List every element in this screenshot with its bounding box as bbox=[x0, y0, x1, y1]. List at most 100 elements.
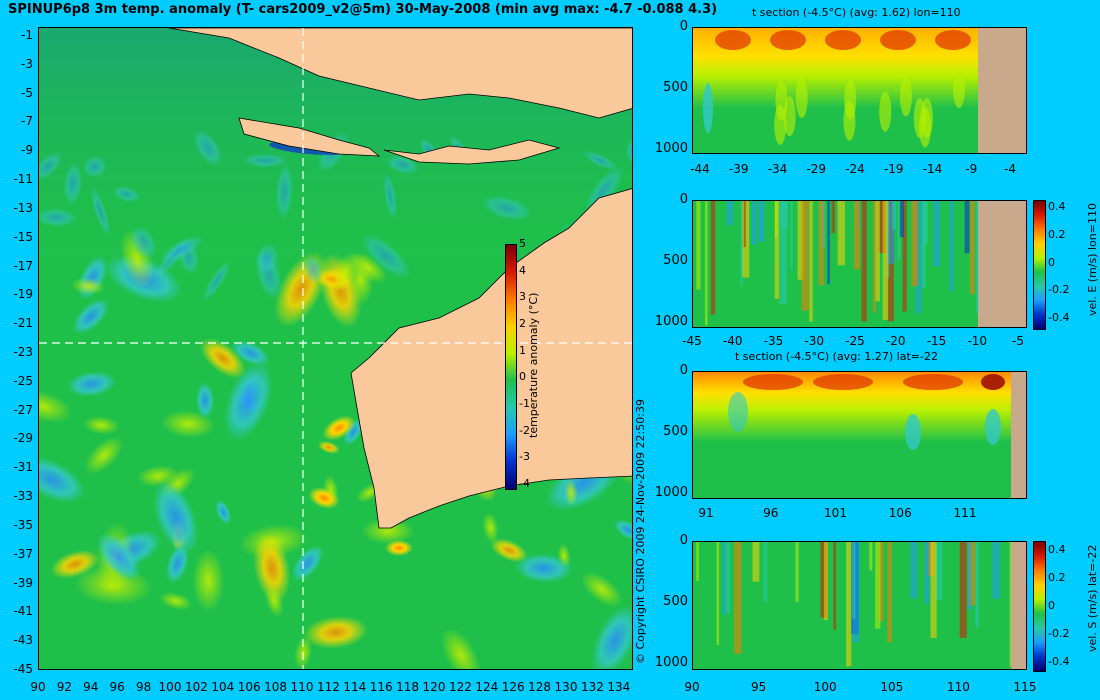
map-y-tick: -5 bbox=[21, 85, 33, 100]
vel-e-colorbar-tick: 0.4 bbox=[1048, 200, 1066, 213]
section-velocity-stripe bbox=[887, 542, 892, 643]
section-velocity-stripe bbox=[910, 542, 918, 599]
section-velocity-stripe bbox=[969, 201, 975, 295]
temp-lon-x-tick: -4 bbox=[1004, 162, 1016, 176]
field-eddy bbox=[112, 185, 141, 203]
land-java bbox=[238, 117, 381, 157]
vel-s-colorbar-label: vel. S (m/s) lat=-22 bbox=[1086, 544, 1099, 652]
field-eddy bbox=[317, 440, 340, 454]
field-eddy bbox=[920, 97, 933, 138]
vel-s-colorbar-tick: 0 bbox=[1048, 599, 1055, 612]
vel-s-x-tick: 95 bbox=[750, 680, 767, 694]
field-eddy bbox=[825, 30, 861, 50]
vel-s-colorbar bbox=[1033, 541, 1046, 672]
field-eddy bbox=[703, 83, 713, 133]
field-eddy bbox=[303, 616, 368, 649]
map-x-tick: 120 bbox=[422, 680, 446, 694]
field-eddy bbox=[343, 418, 363, 446]
temp-lat-x-tick: 101 bbox=[824, 506, 847, 520]
map-colorbar-tick: -4 bbox=[519, 477, 530, 490]
section-velocity-stripe bbox=[964, 201, 970, 254]
section-velocity-stripe bbox=[722, 542, 726, 615]
map-x-tick: 114 bbox=[343, 680, 367, 694]
field-eddy bbox=[255, 243, 279, 274]
field-eddy bbox=[905, 414, 921, 450]
map-y-tick: -1 bbox=[21, 28, 33, 42]
vel-e-x-tick: -40 bbox=[722, 334, 743, 348]
section-velocity-stripe bbox=[837, 201, 845, 266]
field-eddy bbox=[613, 519, 632, 541]
temp-lon-section-plot bbox=[692, 27, 1027, 154]
vel-e-colorbar-tick: 0.2 bbox=[1048, 227, 1066, 241]
section-velocity-stripe bbox=[853, 201, 860, 270]
vel-s-y-tick: 0 bbox=[679, 533, 688, 548]
vel-e-section-plot bbox=[692, 200, 1027, 328]
map-x-tick: 90 bbox=[30, 680, 46, 694]
map-y-tick: -15 bbox=[13, 229, 33, 244]
field-eddy bbox=[63, 162, 83, 206]
field-eddy bbox=[161, 410, 215, 438]
vel-s-section-svg bbox=[696, 542, 1026, 669]
field-eddy bbox=[383, 172, 398, 221]
vel-s-section-plot bbox=[692, 541, 1027, 670]
section-velocity-stripe bbox=[887, 201, 895, 264]
field-eddy bbox=[385, 540, 413, 556]
map-x-tick: 116 bbox=[369, 680, 393, 694]
section-velocity-stripe bbox=[891, 201, 896, 230]
map-y-tick: -3 bbox=[21, 56, 33, 71]
field-eddy bbox=[192, 549, 224, 613]
map-x-tick: 128 bbox=[528, 680, 552, 694]
map-colorbar-label: temperature anomaly (°C) bbox=[527, 292, 540, 438]
temp-lat-section-svg bbox=[693, 372, 1026, 498]
map-colorbar-tick: 4 bbox=[519, 263, 526, 277]
field-eddy bbox=[96, 532, 141, 582]
field-eddy bbox=[153, 480, 199, 554]
field-eddy bbox=[591, 605, 632, 669]
map-colorbar-tick: 5 bbox=[519, 237, 526, 250]
section-velocity-stripe bbox=[922, 201, 929, 245]
field-eddy bbox=[899, 76, 912, 117]
map-y-tick: -19 bbox=[13, 287, 33, 302]
field-eddy bbox=[159, 235, 204, 263]
field-eddy bbox=[481, 195, 533, 221]
section-velocity-stripe bbox=[704, 201, 708, 326]
field-eddy bbox=[215, 499, 232, 525]
map-colorbar-tick: 0 bbox=[519, 370, 526, 384]
map-x-tick: 108 bbox=[264, 680, 288, 694]
vel-s-colorbar-tick: 0.4 bbox=[1048, 543, 1066, 556]
vel-s-x-tick: 110 bbox=[946, 680, 970, 694]
field-eddy bbox=[783, 96, 796, 137]
field-eddy bbox=[71, 277, 106, 295]
section-velocity-stripe bbox=[949, 201, 954, 291]
copyright-text: © Copyright CSIRO 2009 24-Nov-2009 22:50… bbox=[634, 399, 647, 664]
section-velocity-stripe bbox=[763, 542, 768, 602]
map-x-tick: 126 bbox=[501, 680, 525, 694]
land-sumatra-borneo bbox=[168, 28, 632, 119]
field-eddy bbox=[159, 592, 192, 610]
section-velocity-stripe bbox=[924, 542, 930, 605]
map-x-tick: 104 bbox=[211, 680, 235, 694]
section-velocity-stripe bbox=[743, 201, 746, 248]
map-y-tick: -35 bbox=[13, 517, 33, 532]
vel-s-land bbox=[1011, 542, 1026, 669]
section-velocity-stripe bbox=[801, 201, 809, 311]
section-velocity-stripe bbox=[823, 542, 828, 621]
field-eddy bbox=[441, 628, 481, 669]
map-y-tick: -41 bbox=[13, 604, 33, 619]
field-eddy bbox=[265, 584, 284, 618]
temp-lon-x-tick: -24 bbox=[845, 162, 865, 176]
vel-e-x-tick: -35 bbox=[763, 334, 784, 348]
section-velocity-stripe bbox=[930, 542, 937, 638]
temp-lon-x-tick: -9 bbox=[965, 162, 978, 176]
temp-lat-x-tick: 91 bbox=[698, 506, 714, 520]
temp-lon-y-tick: 500 bbox=[663, 80, 688, 95]
section-velocity-stripe bbox=[790, 201, 793, 271]
map-y-tick: -11 bbox=[13, 172, 33, 187]
field-eddy bbox=[490, 538, 528, 563]
section-velocity-stripe bbox=[833, 542, 837, 630]
vel-s-colorbar-tick: -0.2 bbox=[1048, 627, 1070, 640]
section-velocity-stripe bbox=[820, 542, 828, 618]
map-y-tick: -25 bbox=[13, 373, 33, 388]
field-eddy bbox=[903, 374, 963, 390]
section-velocity-stripe bbox=[710, 201, 716, 315]
